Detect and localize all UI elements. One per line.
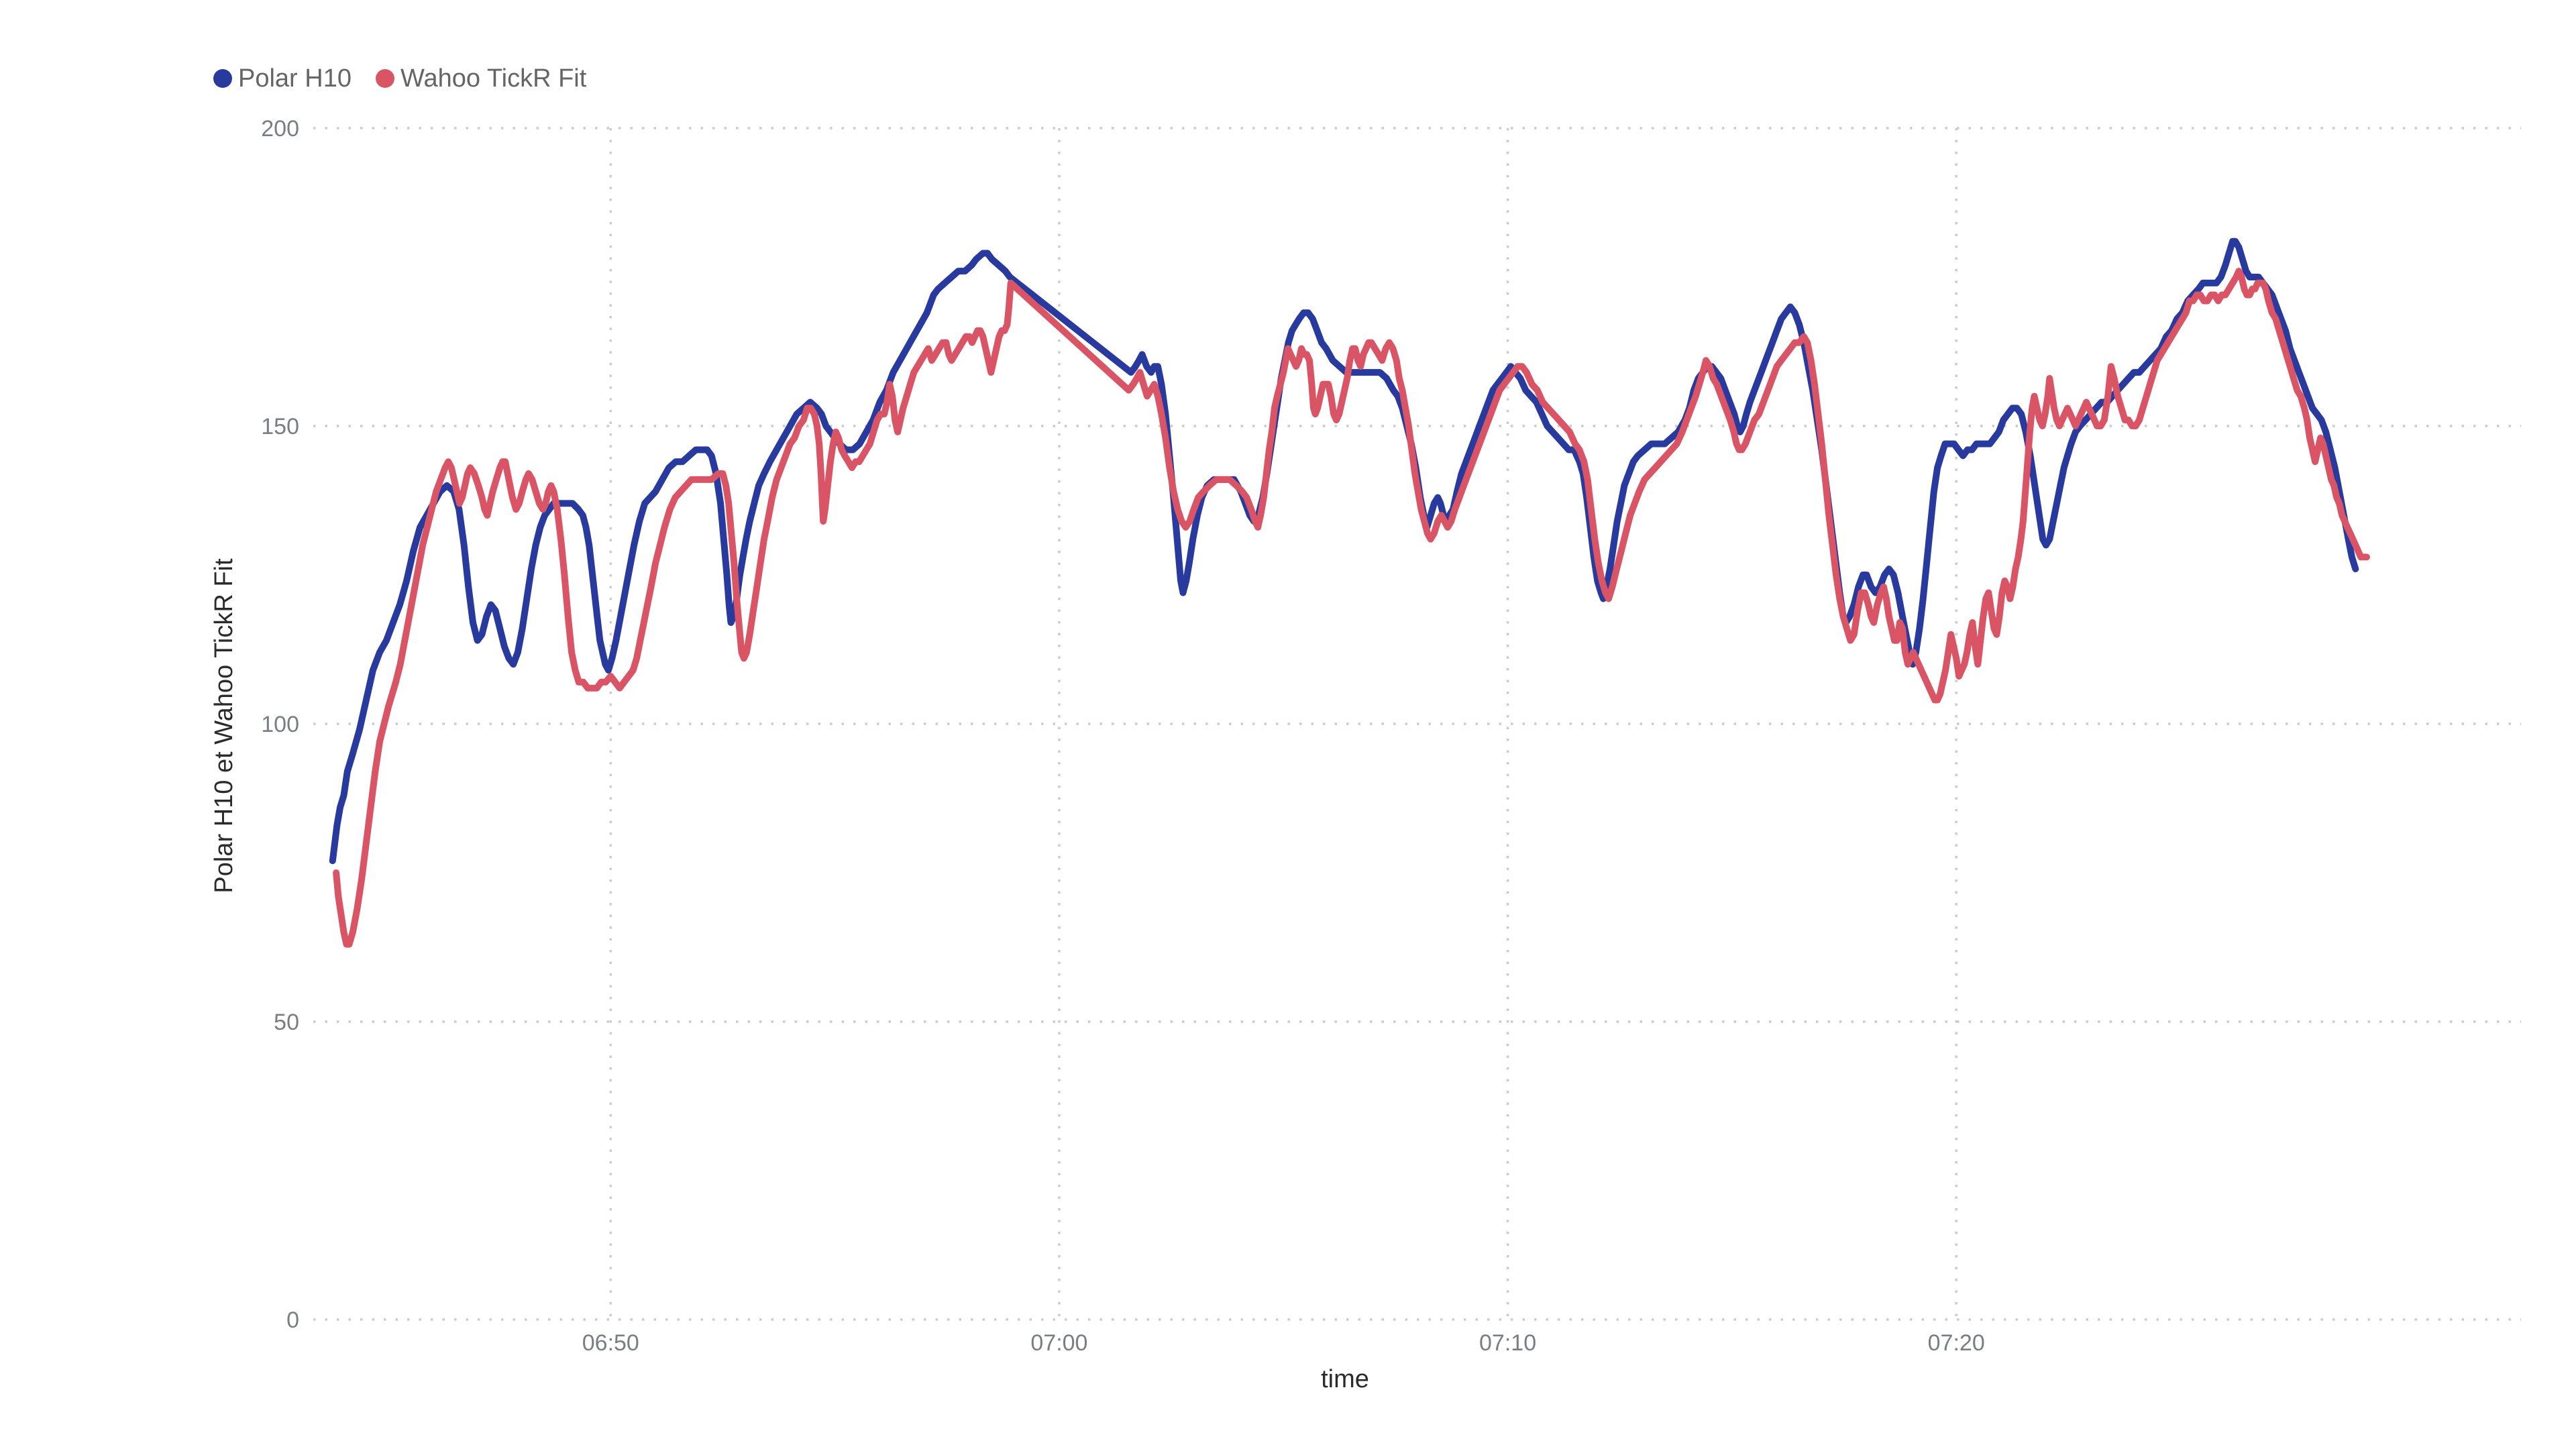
legend-label-wahoo-tickr-fit: Wahoo TickR Fit [400, 64, 587, 93]
y-tick-label: 200 [261, 116, 299, 142]
legend-dot-wahoo-tickr-fit [375, 69, 394, 88]
y-tick-label: 100 [261, 712, 299, 737]
gridlines [313, 127, 2521, 1321]
x-tick-label: 07:00 [1030, 1330, 1087, 1356]
y-tick-label: 150 [261, 414, 299, 439]
series-line-wahoo-tickr-fit[interactable] [333, 268, 2370, 948]
legend-label-polar-h10: Polar H10 [238, 64, 352, 93]
tick-labels: 0 50 100 150 200 06:50 07:00 07:10 07:20 [261, 116, 1984, 1356]
x-tick-label: 06:50 [582, 1330, 639, 1356]
y-tick-label: 50 [274, 1010, 299, 1035]
legend-dot-polar-h10 [213, 69, 232, 88]
series-line-polar-h10[interactable] [329, 237, 2359, 865]
legend-item-wahoo-tickr-fit[interactable]: Wahoo TickR Fit [375, 64, 587, 93]
legend: Polar H10 Wahoo TickR Fit [213, 66, 586, 91]
x-axis-title: time [1321, 1365, 1369, 1393]
y-axis-title: Polar H10 et Wahoo TickR Fit [210, 558, 238, 894]
legend-item-polar-h10[interactable]: Polar H10 [213, 66, 352, 91]
series-lines [329, 237, 2370, 948]
x-tick-label: 07:20 [1928, 1330, 1985, 1356]
y-tick-label: 0 [286, 1307, 299, 1333]
x-tick-label: 07:10 [1479, 1330, 1536, 1356]
